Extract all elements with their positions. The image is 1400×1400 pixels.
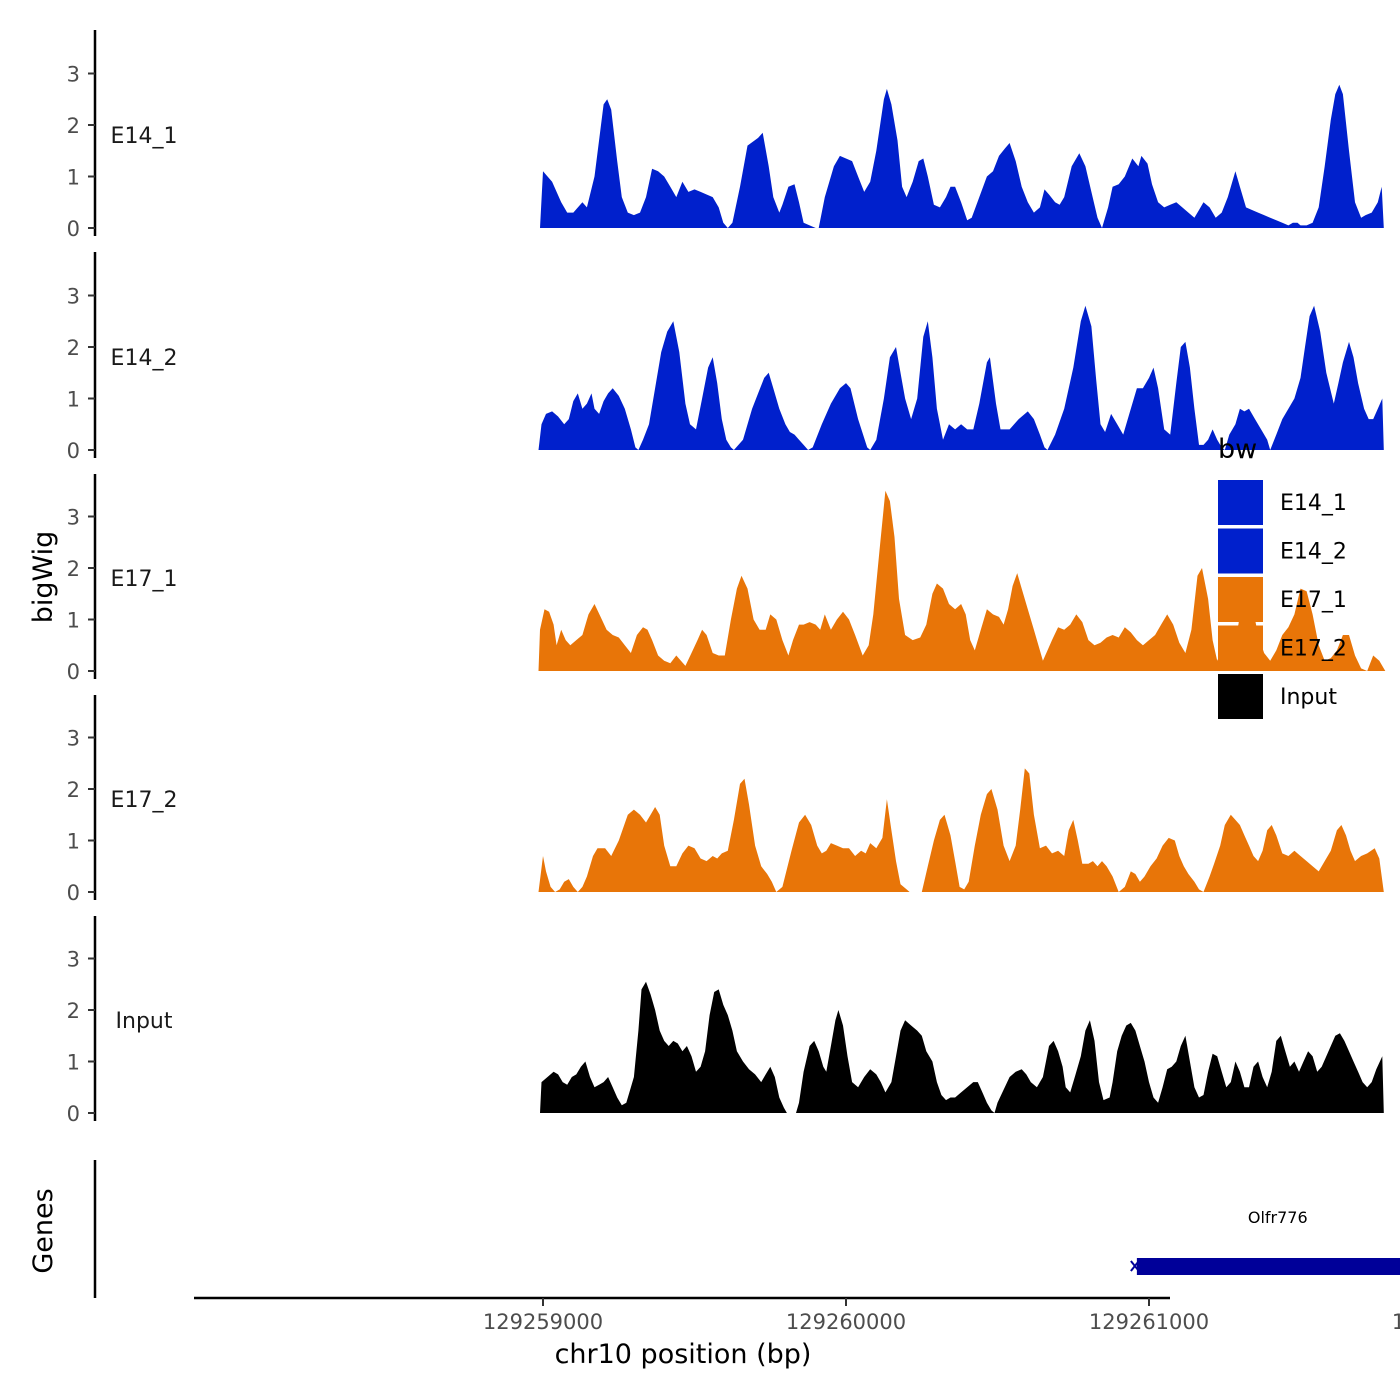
y-tick-label: 2 [67,778,80,802]
legend-label: E14_1 [1280,491,1347,516]
legend-label: E17_2 [1280,637,1347,662]
legend-label: Input [1280,685,1337,710]
legend-swatch [1218,674,1263,719]
legend: bw E14_1 E14_2 E17_1 E17_2 Input [1218,434,1347,719]
legend-label: E14_2 [1280,540,1347,565]
y-tick-label: 2 [67,336,80,360]
x-axis-title: chr10 position (bp) [555,1339,812,1370]
y-tick-label: 0 [67,1102,80,1126]
signal-area-Input [540,981,1384,1113]
y-tick-label: 0 [67,217,80,241]
legend-swatch [1218,577,1263,622]
gene-label: Olfr776 [1248,1208,1308,1227]
x-tick-label: 129259000 [483,1310,603,1334]
track-label: E17_2 [111,788,178,813]
legend-swatch [1218,625,1263,671]
legend-entry-Input: Input [1218,674,1337,719]
track-label: E17_1 [111,567,178,592]
signal-area-E17_2 [538,768,1384,892]
y-tick-label: 0 [67,881,80,905]
legend-swatch [1218,480,1263,525]
y-tick-label: 3 [67,285,80,309]
y-tick-label: 2 [67,114,80,138]
gene-Olfr776: Olfr776 [1130,1208,1400,1275]
y-tick-label: 1 [67,166,80,190]
y-tick-label: 3 [67,506,80,530]
track-label: E14_1 [111,124,178,149]
x-axis: 129259000 129260000 129261000 129262000 [194,1296,1400,1334]
track-panel-E17_2: 0 1 2 3 E17_2 [67,695,1384,905]
genes-track: Olfr776 [93,1160,1400,1298]
genes-track-title: Genes [28,1188,59,1273]
legend-entry-E14_1: E14_1 [1218,480,1347,525]
x-tick-label: 129262000 [1392,1310,1400,1334]
signal-area-E14_2 [538,305,1384,450]
x-tick-label: 129261000 [1089,1310,1209,1334]
legend-entry-E14_2: E14_2 [1218,528,1347,574]
y-tick-label: 3 [67,727,80,751]
legend-title: bw [1218,434,1257,465]
track-label: Input [116,1009,173,1034]
y-tick-label: 2 [67,557,80,581]
y-tick-label: 0 [67,439,80,463]
legend-swatch [1218,528,1263,574]
y-tick-label: 1 [67,830,80,854]
signal-area-E17_1 [538,490,1386,671]
legend-entry-E17_1: E17_1 [1218,577,1347,622]
track-label: E14_2 [111,346,178,371]
track-panel-Input: 0 1 2 3 Input [67,916,1384,1126]
y-tick-label: 3 [67,948,80,972]
track-panel-E14_1: 0 1 2 3 E14_1 [67,30,1384,241]
y-tick-label: 1 [67,388,80,412]
gene-strand-marker [1130,1260,1140,1272]
signal-tracks: 0 1 2 3 E14_1 0 1 2 3 E14_2 0 1 2 3 E17_1 0 1 2 3 E17_2 0 1 2 3… [67,30,1386,1126]
x-tick-label: 129260000 [786,1310,906,1334]
y-axis-title: bigWig [28,531,59,624]
legend-label: E17_1 [1280,588,1347,613]
y-tick-label: 3 [67,63,80,87]
legend-entry-E17_2: E17_2 [1218,625,1347,671]
track-panel-E14_2: 0 1 2 3 E14_2 [67,252,1384,463]
y-tick-label: 0 [67,660,80,684]
y-tick-label: 1 [67,609,80,633]
y-tick-label: 2 [67,999,80,1023]
gene-body [1136,1258,1400,1275]
y-tick-label: 1 [67,1051,80,1075]
signal-area-E14_1 [540,84,1384,228]
track-panel-E17_1: 0 1 2 3 E17_1 [67,474,1386,684]
